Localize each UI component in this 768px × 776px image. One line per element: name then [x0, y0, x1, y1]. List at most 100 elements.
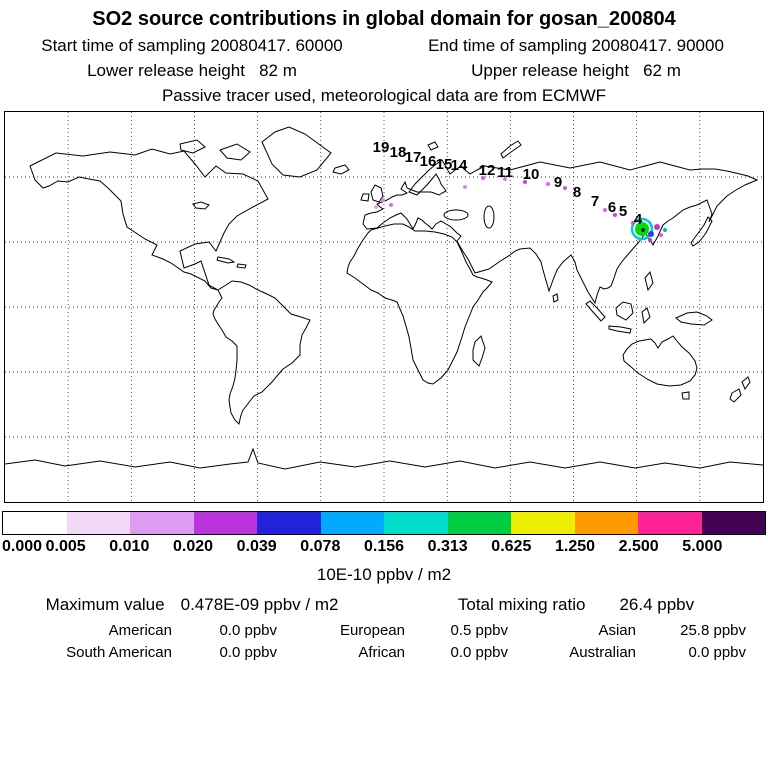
- colorbar-tick-label: 2.500: [618, 538, 659, 555]
- coastline-britain-ireland-iceland: [332, 164, 384, 203]
- source-region-label: Australian: [569, 644, 636, 661]
- source-region-label: Asian: [598, 622, 636, 639]
- source-region-label: European: [339, 622, 405, 639]
- total-ratio-group: Total mixing ratio 26.4 ppbv: [384, 595, 768, 615]
- coastline-madagascar: [472, 335, 486, 367]
- source-region-value: 0.0 ppbv: [450, 644, 508, 661]
- trajectory-day-label: 17: [405, 149, 422, 166]
- colorbar-tick-label: 0.005: [45, 538, 86, 555]
- trajectory-day-label: 15: [436, 156, 453, 173]
- coastline-arctic-islands: [179, 139, 522, 161]
- end-time-text: End time of sampling 20080417. 90000: [428, 36, 724, 55]
- coastline-caribbean: [216, 256, 247, 269]
- plume-speckle: [381, 198, 385, 202]
- colorbar-tick-label: 0.156: [363, 538, 405, 555]
- max-value-label: Maximum value: [45, 595, 165, 614]
- plume-speckle: [481, 176, 485, 180]
- caspian-sea: [483, 205, 495, 229]
- plume-speckle: [648, 238, 652, 242]
- colorbar-segment: [574, 512, 638, 534]
- plume-speckle: [654, 224, 660, 230]
- plume-speckle: [630, 217, 654, 241]
- coastline-japan: [690, 216, 713, 247]
- colorbar-tick-label: 0.000: [2, 538, 43, 555]
- plume-speckle: [389, 203, 393, 207]
- trajectory-day-label: 9: [554, 174, 562, 191]
- trajectory-day-label: 7: [591, 193, 599, 210]
- start-time-text: Start time of sampling 20080417. 60000: [41, 36, 343, 55]
- colorbar-segment: [384, 512, 448, 534]
- great-lakes: [192, 201, 210, 210]
- source-region-label: African: [358, 644, 405, 661]
- colorbar-unit: 10E-10 ppbv / m2: [316, 565, 452, 584]
- colorbar-tick-label: 0.078: [300, 538, 341, 555]
- colorbar-tick-label: 0.010: [109, 538, 150, 555]
- plume-speckle: [463, 185, 467, 189]
- graticule: [5, 112, 763, 502]
- total-ratio-label: Total mixing ratio: [457, 595, 586, 614]
- plume-speckle: [663, 228, 667, 232]
- colorbar-segment: [257, 512, 321, 534]
- colorbar-tick-label: 5.000: [682, 538, 723, 555]
- world-map: 19 18 17 16 15 14 12 11 10 9 8 7 6 5 4: [4, 111, 764, 503]
- trajectory-day-label: 4: [634, 211, 643, 228]
- colorbar-tick-label: 0.020: [172, 538, 214, 555]
- colorbar-segment: [638, 512, 702, 534]
- source-region-value: 0.0 ppbv: [688, 644, 746, 661]
- plume-speckle: [503, 177, 507, 181]
- trajectory-day-label: 8: [573, 184, 581, 201]
- trajectory-day-label: 19: [373, 139, 390, 156]
- total-ratio-text: 26.4 ppbv: [619, 595, 695, 614]
- source-contribution-table: American 0.0 ppbv European 0.5 ppbv Asian 25.…: [0, 620, 768, 664]
- colorbar-segment: [447, 512, 511, 534]
- trajectory-day-label: 6: [608, 199, 616, 216]
- coastline-southeast-asia-islands: [585, 270, 713, 334]
- colorbar-tick-label: 1.250: [554, 538, 596, 555]
- coastline-greenland: [261, 126, 332, 178]
- trajectory-day-label: 11: [497, 164, 513, 181]
- trajectory-day-label: 16: [420, 153, 437, 170]
- colorbar-segment: [320, 512, 384, 534]
- source-region-value: 0.0 ppbv: [219, 644, 277, 661]
- page-title: SO2 source contributions in global domai…: [92, 8, 676, 30]
- plume-speckle: [374, 205, 378, 209]
- max-value-group: Maximum value 0.478E-09 ppbv / m2: [0, 595, 384, 615]
- coastline-eurasia: [362, 159, 759, 305]
- trajectory-day-label: 10: [523, 166, 540, 183]
- source-region-label: South American: [66, 644, 172, 661]
- plume-speckle: [613, 213, 617, 217]
- upper-release-text: Upper release height 62 m: [471, 61, 681, 80]
- plume-speckle: [648, 231, 654, 237]
- source-region-value: 0.5 ppbv: [450, 622, 508, 639]
- plume-speckle: [631, 221, 635, 225]
- plume-speckle: [659, 233, 663, 237]
- source-region-value: 25.8 ppbv: [680, 622, 746, 639]
- coastline-south-america: [212, 280, 311, 425]
- plume-speckle: [523, 180, 527, 184]
- max-value-text: 0.478E-09 ppbv / m2: [180, 595, 339, 614]
- stats-summary-row: Maximum value 0.478E-09 ppbv / m2 Total …: [0, 595, 768, 615]
- plume-speckle: [563, 186, 567, 190]
- plume-speckle: [641, 228, 645, 232]
- trajectory-day-label: 5: [619, 203, 627, 220]
- coastline-new-zealand: [729, 376, 751, 403]
- lower-release-text: Lower release height 82 m: [87, 61, 297, 80]
- trajectory-day-label: 12: [479, 162, 496, 179]
- colorbar-tick-label: 0.039: [236, 538, 277, 555]
- colorbar-tick-label: 0.625: [491, 538, 532, 555]
- colorbar-tick-label: 0.313: [427, 538, 468, 555]
- colorbar-segment: [193, 512, 257, 534]
- plume-speckle: [546, 182, 550, 186]
- colorbar-segment: [66, 512, 130, 534]
- colorbar: [2, 511, 766, 535]
- colorbar-segment: [3, 512, 67, 534]
- black-sea: [443, 209, 469, 221]
- plume-layer: [374, 176, 667, 242]
- coastline-north-america: [29, 148, 269, 291]
- colorbar-tick-row: 0.000 0.005 0.010 0.020 0.039 0.078 0.156 0.313…: [2, 538, 766, 558]
- trajectory-day-label: 14: [451, 157, 468, 174]
- coastline-australia: [622, 335, 698, 400]
- coastline-antarctica: [5, 447, 763, 470]
